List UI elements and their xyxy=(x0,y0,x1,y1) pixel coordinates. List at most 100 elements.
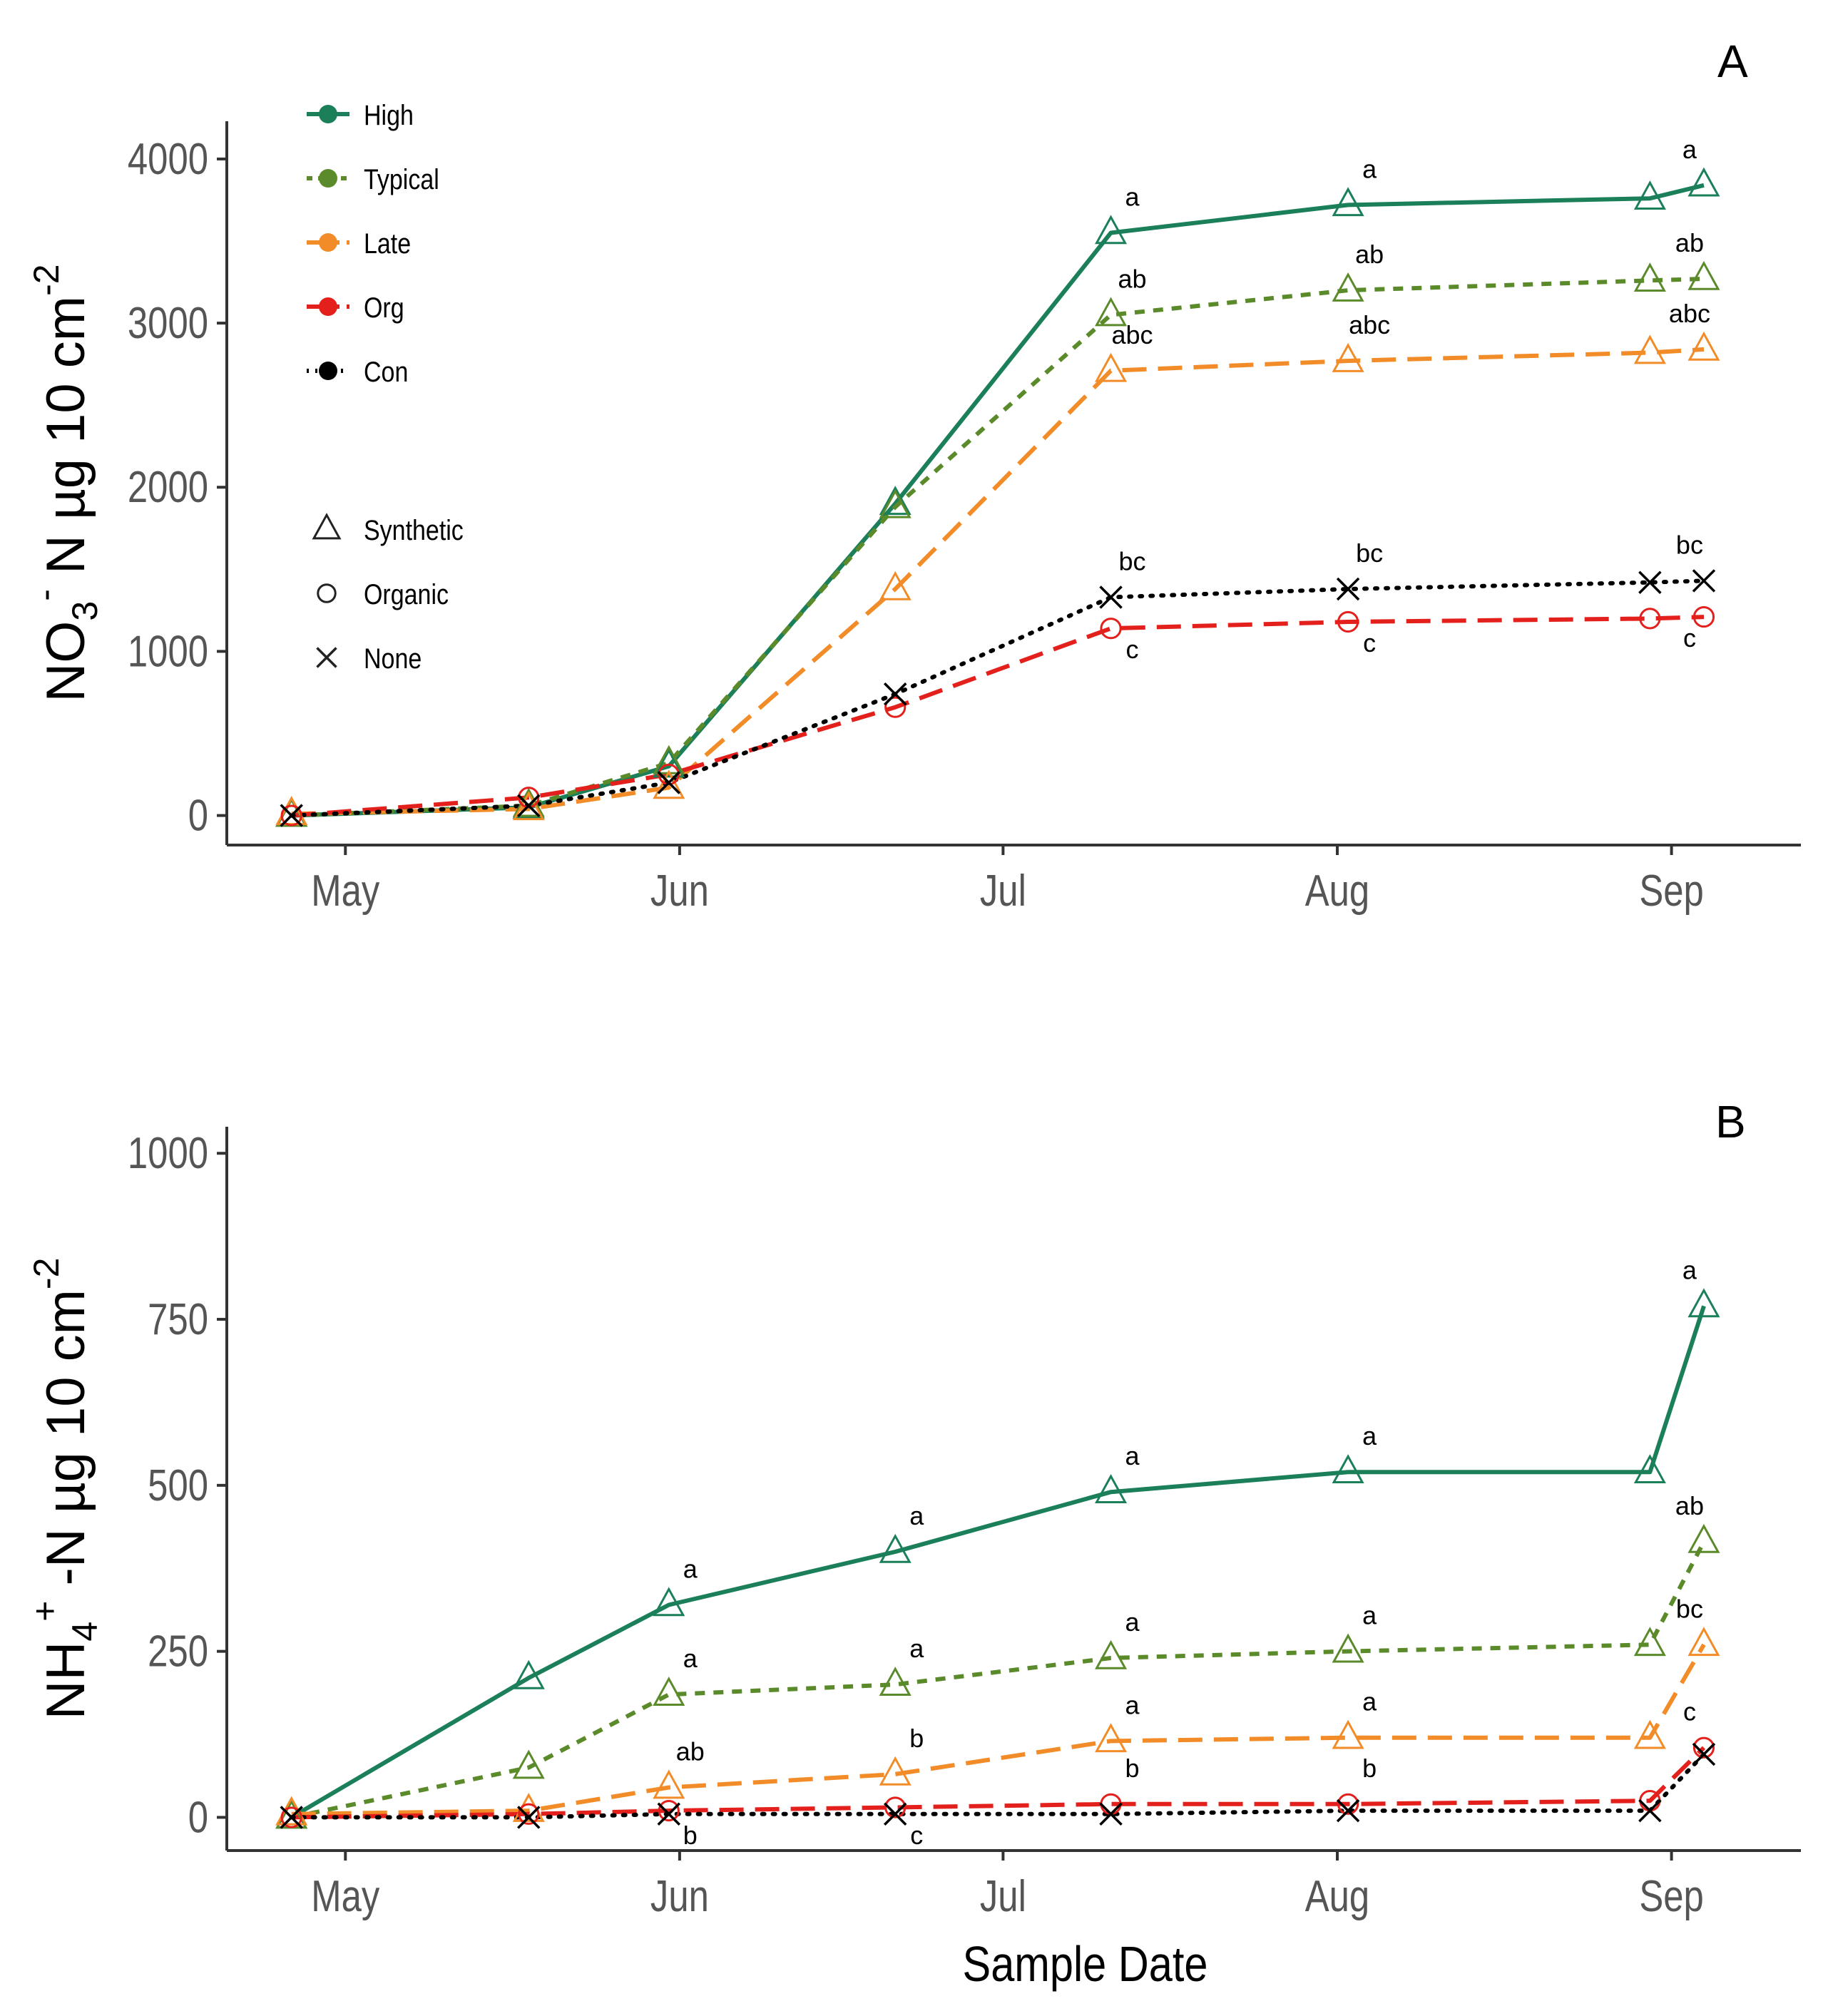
legend-label-none: None xyxy=(364,642,422,674)
significance-label: a xyxy=(909,1501,924,1530)
significance-label: c xyxy=(1126,635,1139,664)
data-point-typical xyxy=(1687,260,1720,290)
data-point-late xyxy=(1095,352,1128,382)
series-line-typical xyxy=(291,1540,1706,1820)
y-axis-label-main: NO xyxy=(36,621,96,702)
series-line-org xyxy=(291,615,1705,818)
data-point-con xyxy=(1336,1798,1360,1823)
significance-label: ab xyxy=(1118,265,1147,294)
significance-label: a xyxy=(1362,154,1377,183)
data-point-late xyxy=(1332,342,1364,372)
data-point-late xyxy=(275,796,308,826)
data-point-con xyxy=(517,1806,541,1829)
data-point-con xyxy=(1638,1798,1662,1823)
data-point-high xyxy=(1687,167,1720,197)
x-tick-label: Jul xyxy=(980,866,1026,916)
legend-label-typical: Typical xyxy=(364,163,439,195)
data-point-con xyxy=(1692,1742,1716,1766)
significance-label: bc xyxy=(1356,538,1383,568)
legend-dot-late xyxy=(319,233,337,252)
significance-label: a xyxy=(1125,1607,1140,1637)
series-line-con xyxy=(289,578,1706,818)
significance-label: b xyxy=(909,1724,924,1753)
significance-label: b xyxy=(1125,1754,1140,1783)
series-line-late xyxy=(291,347,1705,817)
y-tick-label: 4000 xyxy=(128,135,208,184)
significance-label: a xyxy=(1362,1687,1377,1716)
series-line-typical xyxy=(291,277,1705,818)
legend-label-high: High xyxy=(364,98,414,131)
data-point-high xyxy=(512,1659,545,1689)
y-axis-label: NH4+ -N µg 10 cm-2 xyxy=(25,1258,105,1720)
significance-label: ab xyxy=(1675,1491,1704,1520)
data-point-org xyxy=(884,696,907,718)
significance-label: bc xyxy=(1676,1594,1703,1623)
data-point-high xyxy=(653,1587,685,1617)
significance-label: ab xyxy=(1355,240,1384,269)
significance-label: a xyxy=(1125,1441,1140,1470)
y-axis-label-exponent: -2 xyxy=(26,1258,66,1289)
data-point-high xyxy=(653,748,685,778)
data-point-high xyxy=(1633,1454,1666,1484)
data-point-typical xyxy=(1687,1523,1720,1553)
significance-label: bc xyxy=(1676,530,1703,559)
data-point-con xyxy=(657,1802,681,1826)
data-point-org xyxy=(1692,1736,1715,1759)
significance-label: b xyxy=(683,1821,698,1850)
data-point-late xyxy=(1687,331,1720,361)
significance-label: ab xyxy=(676,1737,705,1766)
data-point-con xyxy=(883,1802,907,1826)
significance-label: ab xyxy=(1675,228,1704,257)
data-point-typical xyxy=(1332,272,1364,302)
legend-label-synthetic: Synthetic xyxy=(364,513,464,546)
data-point-con xyxy=(1638,570,1662,594)
data-point-typical xyxy=(1095,297,1128,327)
data-point-late xyxy=(512,791,545,821)
x-tick-label: Aug xyxy=(1305,1872,1369,1921)
x-tick-label: May xyxy=(311,866,380,916)
y-tick-label: 750 xyxy=(148,1295,208,1344)
data-point-typical xyxy=(512,1749,545,1779)
y-tick-label: 1000 xyxy=(128,628,208,677)
data-point-high xyxy=(1095,1474,1128,1503)
legend-triangle-icon xyxy=(312,513,342,540)
data-point-high xyxy=(1332,1454,1364,1484)
legend-dot-con xyxy=(319,362,337,380)
significance-label: c xyxy=(910,1821,923,1850)
legend-circle-icon xyxy=(317,583,337,603)
data-point-typical xyxy=(1332,1633,1364,1663)
panel-a: 0 1000 2000 3000 4000 May Jun Jul Aug Sep NO3- N µ… xyxy=(25,36,1801,916)
data-point-late xyxy=(653,1769,685,1799)
y-tick-label: 250 xyxy=(148,1627,208,1677)
series-line-high xyxy=(290,1305,1706,1819)
x-tick-label: Jun xyxy=(650,1872,709,1921)
y-axis-label-superscript: - xyxy=(25,589,65,601)
y-axis-label: NO3- N µg 10 cm-2 xyxy=(25,264,105,702)
data-point-late xyxy=(879,1756,912,1786)
data-point-late xyxy=(1633,334,1666,364)
x-tick-label: Jun xyxy=(650,866,709,916)
significance-label: abc xyxy=(1349,310,1390,339)
y-tick-label: 500 xyxy=(148,1461,208,1510)
x-tick-label: Sep xyxy=(1639,1872,1703,1921)
y-axis-label-exponent: -2 xyxy=(26,264,66,295)
y-tick-label: 3000 xyxy=(128,299,208,348)
data-point-con xyxy=(1336,577,1360,601)
significance-label: c xyxy=(1683,623,1696,653)
x-tick-label: Jul xyxy=(980,1872,1026,1921)
significance-label: c xyxy=(1683,1697,1696,1726)
significance-label: c xyxy=(1363,628,1376,657)
data-point-con xyxy=(517,794,541,817)
data-point-high xyxy=(1332,187,1364,217)
data-point-typical xyxy=(1633,1627,1666,1657)
data-point-con xyxy=(657,771,681,794)
data-point-con xyxy=(280,804,303,827)
panel-label: B xyxy=(1715,1096,1746,1147)
significance-label: a xyxy=(1125,183,1140,212)
legend-x-icon xyxy=(316,647,337,668)
significance-label: a xyxy=(1125,1690,1140,1719)
data-point-org xyxy=(1337,610,1359,633)
legend-label-late: Late xyxy=(364,227,411,259)
data-point-org xyxy=(518,1803,540,1825)
